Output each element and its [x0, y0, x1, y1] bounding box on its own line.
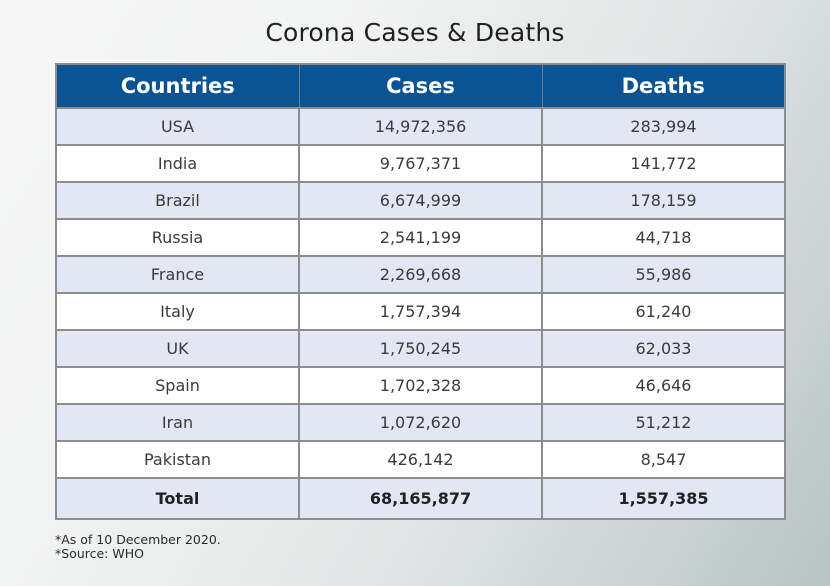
header-cases: Cases — [298, 63, 543, 109]
country-cell: Brazil — [55, 181, 300, 220]
deaths-cell: 62,033 — [541, 329, 786, 368]
cases-cell: 1,072,620 — [298, 403, 543, 442]
country-cell: Pakistan — [55, 440, 300, 479]
cases-cell: 1,702,328 — [298, 366, 543, 405]
deaths-cell: 61,240 — [541, 292, 786, 331]
deaths-cell: 141,772 — [541, 144, 786, 183]
total-cases: 68,165,877 — [298, 477, 543, 520]
footnote-source: *Source: WHO — [55, 546, 144, 561]
deaths-cell: 178,159 — [541, 181, 786, 220]
table-header-row: Countries Cases Deaths — [55, 63, 786, 109]
table-row: Pakistan 426,142 8,547 — [55, 440, 786, 479]
country-cell: USA — [55, 107, 300, 146]
page-title: Corona Cases & Deaths — [265, 18, 565, 47]
table-row: USA 14,972,356 283,994 — [55, 107, 786, 146]
table-row: Iran 1,072,620 51,212 — [55, 403, 786, 442]
table-row: UK 1,750,245 62,033 — [55, 329, 786, 368]
cases-cell: 6,674,999 — [298, 181, 543, 220]
country-cell: Spain — [55, 366, 300, 405]
table-row: Spain 1,702,328 46,646 — [55, 366, 786, 405]
deaths-cell: 283,994 — [541, 107, 786, 146]
deaths-cell: 55,986 — [541, 255, 786, 294]
deaths-cell: 8,547 — [541, 440, 786, 479]
header-countries: Countries — [55, 63, 300, 109]
deaths-cell: 51,212 — [541, 403, 786, 442]
table-row: Brazil 6,674,999 178,159 — [55, 181, 786, 220]
table-row: Russia 2,541,199 44,718 — [55, 218, 786, 257]
footnotes: *As of 10 December 2020. *Source: WHO — [55, 533, 221, 561]
cases-cell: 14,972,356 — [298, 107, 543, 146]
cases-cell: 1,750,245 — [298, 329, 543, 368]
cases-cell: 426,142 — [298, 440, 543, 479]
total-row: Total 68,165,877 1,557,385 — [55, 477, 786, 520]
total-label: Total — [55, 477, 300, 520]
country-cell: India — [55, 144, 300, 183]
country-cell: Iran — [55, 403, 300, 442]
cases-cell: 2,269,668 — [298, 255, 543, 294]
country-cell: Italy — [55, 292, 300, 331]
cases-cell: 9,767,371 — [298, 144, 543, 183]
deaths-cell: 44,718 — [541, 218, 786, 257]
cases-cell: 2,541,199 — [298, 218, 543, 257]
country-cell: Russia — [55, 218, 300, 257]
country-cell: France — [55, 255, 300, 294]
cases-deaths-table: Countries Cases Deaths USA 14,972,356 28… — [55, 63, 786, 520]
deaths-cell: 46,646 — [541, 366, 786, 405]
footnote-date: *As of 10 December 2020. — [55, 532, 221, 547]
country-cell: UK — [55, 329, 300, 368]
table-row: Italy 1,757,394 61,240 — [55, 292, 786, 331]
table-row: France 2,269,668 55,986 — [55, 255, 786, 294]
header-deaths: Deaths — [541, 63, 786, 109]
total-deaths: 1,557,385 — [541, 477, 786, 520]
cases-cell: 1,757,394 — [298, 292, 543, 331]
table-row: India 9,767,371 141,772 — [55, 144, 786, 183]
